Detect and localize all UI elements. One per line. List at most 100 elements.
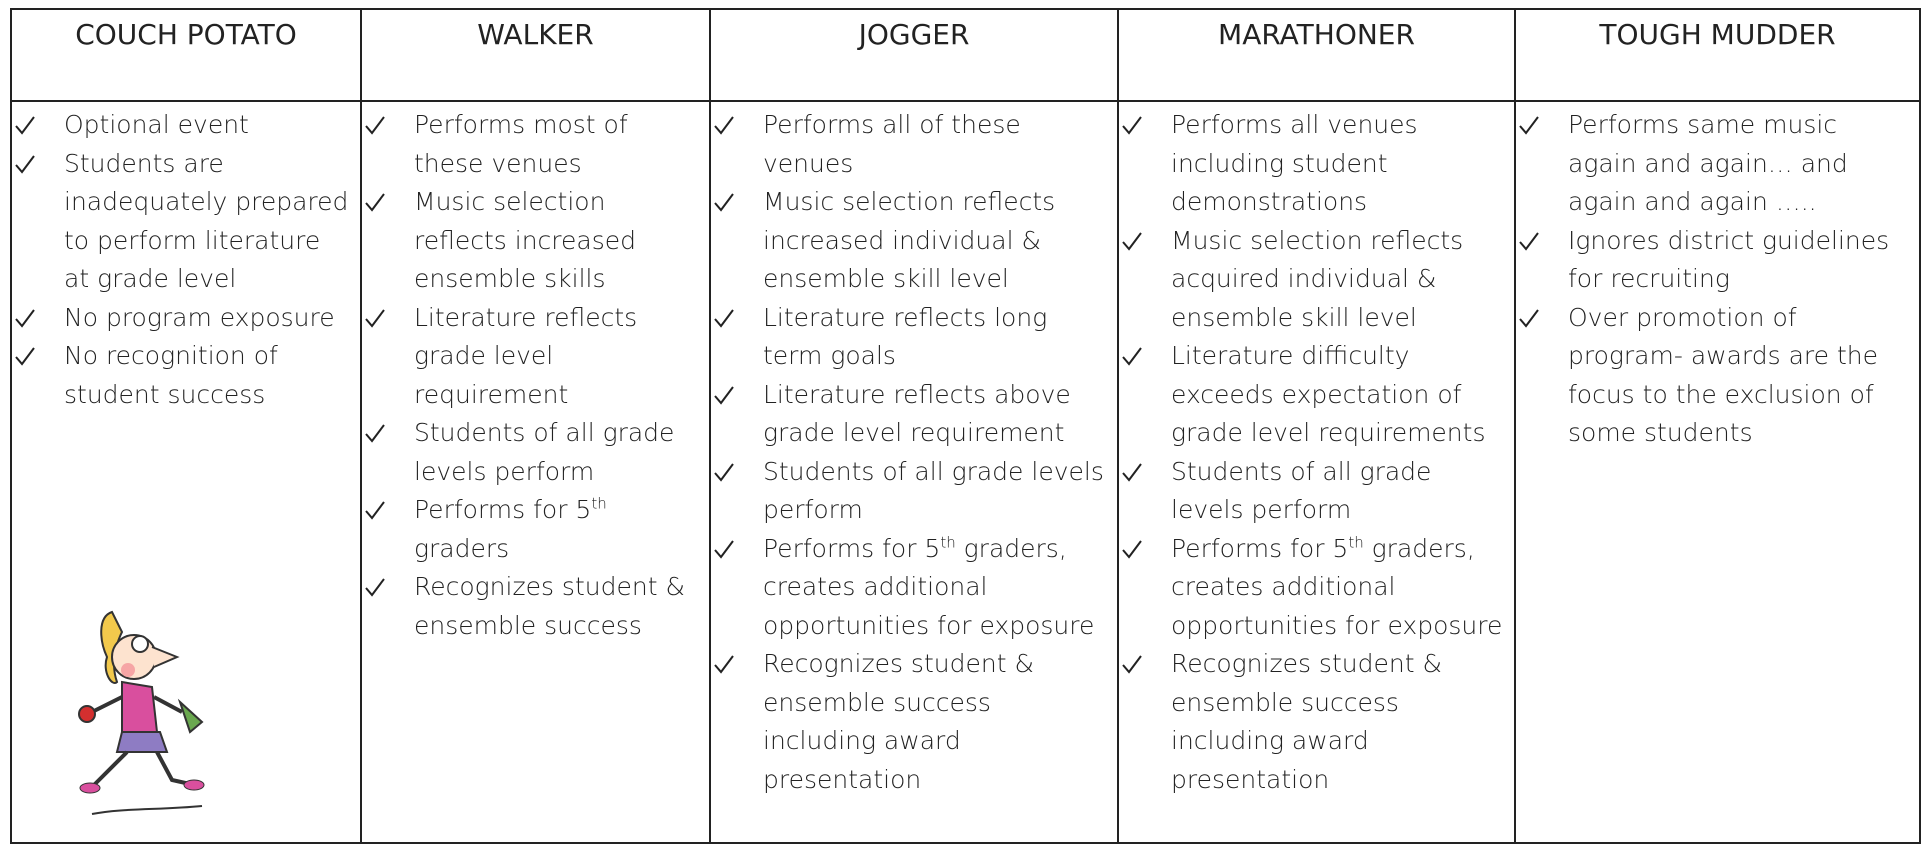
item-text: Over promotion of program- awards are th… (1568, 302, 1878, 448)
check-icon (714, 308, 734, 328)
check-icon (365, 424, 385, 443)
item-list: Performs all venues including student de… (1119, 106, 1514, 799)
check-icon (1122, 539, 1142, 559)
list-item: No recognition of student success (12, 337, 360, 414)
item-text: graders, creates additional opportunitie… (1171, 533, 1503, 640)
check-icon (1122, 347, 1142, 366)
header-row: COUCH POTATO WALKER JOGGER MARATHONER TO… (10, 8, 1921, 102)
check-icon (714, 385, 734, 405)
check-icon (15, 154, 35, 174)
item-text: Literature difficulty exceeds expectatio… (1171, 341, 1486, 447)
check-icon (1122, 116, 1142, 135)
item-text: Performs for 5 (763, 533, 941, 563)
check-icon (1122, 231, 1142, 251)
list-item: Ignores district guidelines for recruiti… (1516, 222, 1919, 299)
item-text: Optional event (64, 110, 249, 139)
item-text: Recognizes student & ensemble success (414, 572, 685, 640)
body-cell: Optional event Students are inadequately … (10, 100, 362, 844)
check-icon (1519, 308, 1539, 328)
check-icon (714, 193, 734, 212)
item-text: Music selection reflects increased indiv… (763, 187, 1056, 293)
item-list: Performs most of these venues Music selec… (362, 106, 709, 645)
comparison-table: COUCH POTATO WALKER JOGGER MARATHONER TO… (10, 8, 1921, 844)
list-item: Performs for 5th graders, creates additi… (1119, 530, 1514, 646)
item-text: Ignores district guidelines for recruiti… (1568, 225, 1890, 294)
item-text: Performs all venues including student de… (1171, 110, 1418, 216)
check-icon (714, 539, 734, 559)
header-cell: WALKER (360, 8, 711, 102)
check-icon (714, 462, 734, 482)
check-icon (1122, 462, 1142, 482)
check-icon (15, 116, 35, 135)
item-text: graders, creates additional opportunitie… (763, 533, 1095, 640)
list-item: Performs for 5th graders, creates additi… (711, 530, 1117, 646)
list-item: Recognizes student & ensemble success in… (711, 645, 1117, 799)
item-text: Performs same music again and again… and… (1568, 110, 1848, 216)
superscript: th (940, 533, 956, 552)
item-text: Recognizes student & ensemble success in… (763, 649, 1034, 794)
body-cell: Performs most of these venues Music selec… (360, 100, 711, 844)
item-text: Students of all grade levels perform (414, 418, 675, 486)
check-icon (15, 308, 35, 328)
list-item: Literature difficulty exceeds expectatio… (1119, 337, 1514, 453)
header-cell: JOGGER (709, 8, 1119, 102)
item-text: No program exposure (64, 302, 335, 332)
list-item: Recognizes student & ensemble success in… (1119, 645, 1514, 799)
runner-illustration (78, 610, 205, 815)
check-icon (365, 578, 385, 597)
list-item: Performs for 5th graders (362, 491, 709, 568)
check-icon (365, 501, 385, 520)
item-text: Students are inadequately prepared to pe… (64, 148, 349, 294)
header-cell: TOUGH MUDDER (1514, 8, 1921, 102)
item-list: Performs all of these venues Music select… (711, 106, 1117, 799)
item-text: Music selection reflects acquired indivi… (1171, 225, 1464, 332)
list-item: Students of all grade levels perform (711, 453, 1117, 530)
list-item: Performs all of these venues (711, 106, 1117, 183)
superscript: th (1348, 533, 1364, 552)
item-list: Optional event Students are inadequately … (12, 106, 360, 414)
list-item: Music selection reflects increased ensem… (362, 183, 709, 299)
list-item: Students are inadequately prepared to pe… (12, 145, 360, 299)
list-item: Recognizes student & ensemble success (362, 568, 709, 645)
list-item: Students of all grade levels perform (1119, 453, 1514, 530)
item-text: graders (414, 533, 510, 563)
list-item: Literature reflects long term goals (711, 299, 1117, 376)
body-cell: Performs same music again and again… and… (1514, 100, 1921, 844)
item-text: Literature reflects long term goals (763, 302, 1048, 371)
list-item: Optional event (12, 106, 360, 145)
item-text: Performs for 5 (414, 495, 592, 524)
check-icon (365, 193, 385, 212)
check-icon (1122, 655, 1142, 674)
list-item: Literature reflects above grade level re… (711, 376, 1117, 453)
header-cell: COUCH POTATO (10, 8, 362, 102)
header-cell: MARATHONER (1117, 8, 1516, 102)
item-text: Literature reflects above grade level re… (763, 379, 1071, 448)
item-text: Performs all of these venues (763, 110, 1021, 178)
item-text: Students of all grade levels perform (1171, 456, 1432, 525)
list-item: Music selection reflects acquired indivi… (1119, 222, 1514, 338)
check-icon (714, 655, 734, 674)
item-text: Performs for 5 (1171, 533, 1349, 563)
list-item: Music selection reflects increased indiv… (711, 183, 1117, 299)
list-item: Literature reflects grade level requirem… (362, 299, 709, 415)
body-cell: Performs all of these venues Music select… (709, 100, 1119, 844)
list-item: Students of all grade levels perform (362, 414, 709, 491)
check-icon (365, 308, 385, 328)
check-icon (15, 347, 35, 366)
item-text: Music selection reflects increased ensem… (414, 187, 636, 293)
item-text: No recognition of student success (64, 341, 278, 409)
item-text: Students of all grade levels perform (763, 456, 1104, 525)
check-icon (714, 116, 734, 135)
item-text: Literature reflects grade level requirem… (414, 302, 638, 409)
check-icon (1519, 231, 1539, 251)
list-item: Performs all venues including student de… (1119, 106, 1514, 222)
body-cell: Performs all venues including student de… (1117, 100, 1516, 844)
item-text: Performs most of these venues (414, 110, 628, 178)
list-item: Over promotion of program- awards are th… (1516, 299, 1919, 453)
check-icon (365, 116, 385, 135)
body-row: Optional event Students are inadequately … (10, 100, 1921, 844)
list-item: No program exposure (12, 299, 360, 338)
check-icon (1519, 116, 1539, 135)
item-text: Recognizes student & ensemble success in… (1171, 649, 1442, 794)
superscript: th (591, 494, 607, 513)
